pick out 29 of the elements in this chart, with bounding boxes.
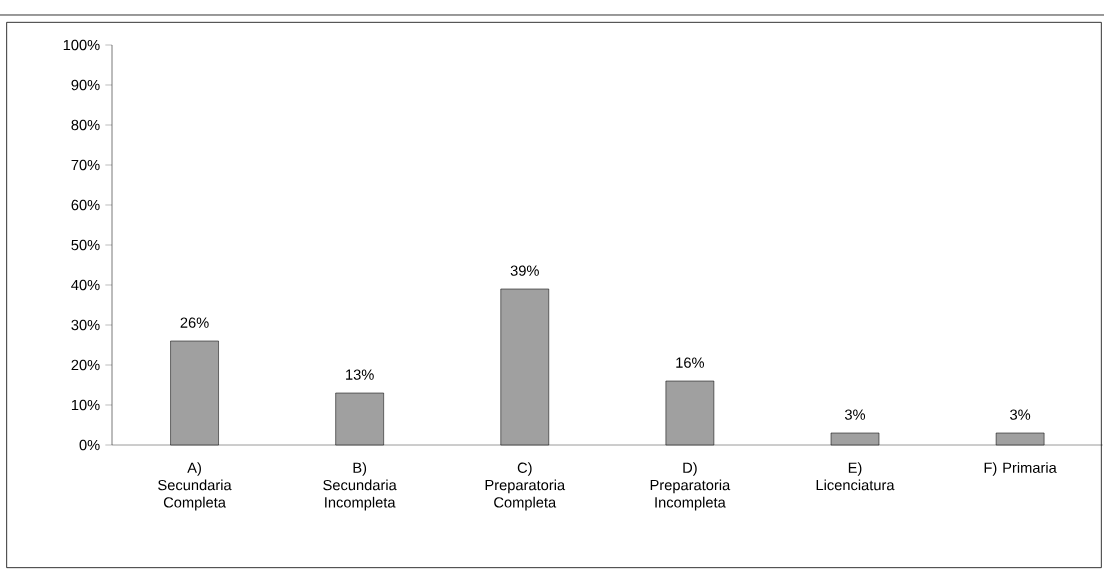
x-tick-label: A) Secundaria Completa [158,462,232,511]
bar [170,340,219,446]
y-tick-label: 40% [71,279,100,291]
y-tick-label: 10% [71,399,100,411]
bar [665,380,715,446]
data-label: 39% [510,265,539,276]
data-label: 13% [346,369,374,380]
data-label: 3% [1010,409,1031,420]
bar [500,288,550,446]
data-label: 16% [676,357,705,368]
x-tick-label: F) Primaria [984,462,1057,476]
y-tick-label: 80% [71,119,100,131]
y-tick-label: 90% [71,79,100,91]
y-tick-label: 20% [71,359,100,371]
x-tick-label: C) Preparatoria Completa [485,462,566,511]
data-label: 26% [180,317,209,328]
y-tick-label: 70% [71,159,100,171]
bar [335,392,384,446]
bar [830,432,880,446]
y-tick-label: 0% [79,439,100,451]
y-tick-label: 100% [63,39,100,51]
y-tick-label: 60% [71,199,100,211]
y-tick-label: 50% [71,239,100,251]
x-tick-label: E) Licenciatura [816,462,895,491]
data-label: 3% [844,409,866,420]
y-tick-label: 30% [71,319,100,331]
x-tick-label: B) Secundaria Incompleta [323,462,397,511]
bar [995,432,1045,446]
x-tick-label: D) Preparatoria Incompleta [650,462,731,511]
